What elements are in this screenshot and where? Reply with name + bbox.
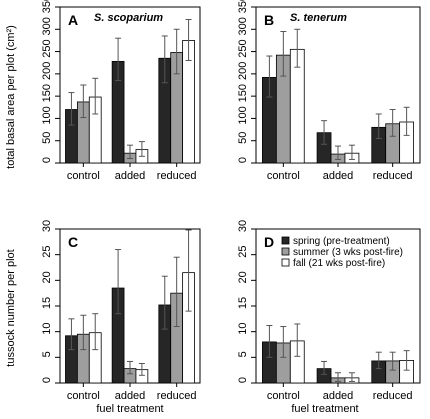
- panel-letter: A: [68, 12, 78, 28]
- y-tick-label: 200: [41, 62, 53, 80]
- y-tick-label: 10: [237, 323, 249, 335]
- y-tick-label: 15: [41, 297, 53, 309]
- panel-title: S. tenerum: [290, 12, 347, 24]
- y-tick-label: 0: [237, 157, 249, 163]
- y-tick-label: 50: [237, 132, 249, 144]
- legend-swatch: [281, 247, 290, 256]
- y-tick-label: 150: [41, 84, 53, 102]
- y-tick-label: 15: [237, 297, 249, 309]
- y-tick-label: 350: [237, 0, 249, 13]
- y-tick-label: 25: [237, 246, 249, 258]
- x-axis-title-left: fuel treatment: [96, 403, 163, 415]
- y-tick-label: 10: [41, 323, 53, 335]
- panel-b: 0 50 100 150 200 250 300 350 control added reduced…: [237, 0, 421, 182]
- y-tick-label: 30: [41, 220, 53, 232]
- x-category-label: control: [67, 170, 100, 182]
- y-tick-label: 25: [41, 246, 53, 258]
- x-category-label: reduced: [157, 170, 197, 182]
- x-category-label: control: [267, 170, 300, 182]
- x-category-label: control: [67, 390, 100, 402]
- panel-letter: D: [264, 234, 274, 250]
- y-tick-label: 50: [41, 132, 53, 144]
- y-tick-label: 20: [41, 271, 53, 283]
- panel-c: 0 5 10 15 20 25 30 control added reduced C: [41, 220, 201, 402]
- y-tick-label: 20: [237, 271, 249, 283]
- y-tick-label: 0: [41, 377, 53, 383]
- y-tick-label: 0: [41, 157, 53, 163]
- legend-entry: summer (3 wks post-fire): [293, 247, 403, 258]
- panel-d: 0 5 10 15 20 25 30 control added reduced D: [237, 220, 421, 402]
- x-axis-title-right: fuel treatment: [291, 403, 358, 415]
- legend-swatch: [281, 236, 290, 245]
- y-tick-label: 150: [237, 84, 249, 102]
- y-tick-label: 5: [237, 351, 249, 357]
- top-y-axis-title: total basal area per plot (cm²): [5, 25, 17, 169]
- x-category-label: reduced: [373, 390, 413, 402]
- y-tick-label: 100: [237, 106, 249, 124]
- y-tick-label: 5: [41, 351, 53, 357]
- y-tick-label: 0: [237, 377, 249, 383]
- panel-a: 0 50 100 150 200 250 300 350 control added reduced…: [41, 0, 201, 182]
- x-category-label: reduced: [373, 170, 413, 182]
- x-category-label: added: [323, 390, 354, 402]
- y-tick-label: 250: [237, 39, 249, 57]
- panel-title: S. scoparium: [94, 12, 163, 24]
- y-tick-label: 200: [237, 62, 249, 80]
- panel-letter: C: [68, 234, 78, 250]
- x-category-label: reduced: [157, 390, 197, 402]
- y-tick-label: 250: [41, 39, 53, 57]
- legend: spring (pre-treatment)summer (3 wks post…: [281, 236, 403, 269]
- panel-letter: B: [264, 12, 274, 28]
- y-tick-label: 30: [237, 220, 249, 232]
- legend-entry: spring (pre-treatment): [293, 236, 390, 247]
- x-category-label: added: [115, 170, 146, 182]
- y-tick-label: 350: [41, 0, 53, 13]
- x-category-label: added: [323, 170, 354, 182]
- legend-entry: fall (21 wks post-fire): [293, 258, 385, 269]
- x-category-label: control: [267, 390, 300, 402]
- legend-swatch: [281, 258, 290, 267]
- x-category-label: added: [115, 390, 146, 402]
- y-tick-label: 300: [41, 17, 53, 35]
- y-tick-label: 300: [237, 17, 249, 35]
- y-tick-label: 100: [41, 106, 53, 124]
- bottom-y-axis-title: tussock number per plot: [5, 249, 17, 366]
